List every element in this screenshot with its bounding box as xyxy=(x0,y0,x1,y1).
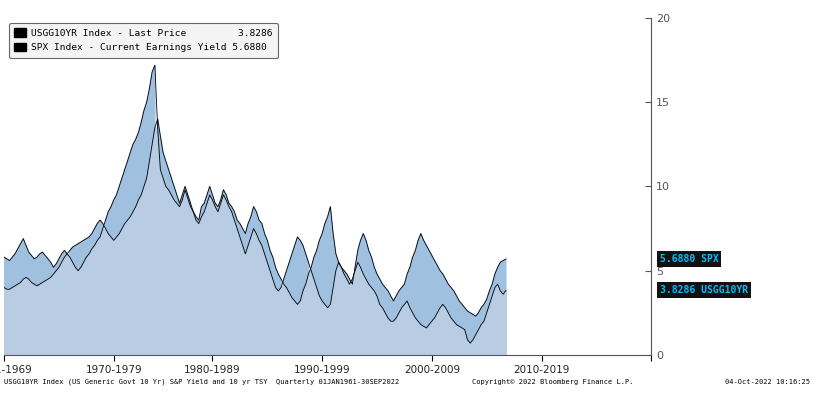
Legend: USGG10YR Index - Last Price         3.8286, SPX Index - Current Earnings Yield 5: USGG10YR Index - Last Price 3.8286, SPX … xyxy=(9,23,278,58)
Text: Copyright© 2022 Bloomberg Finance L.P.: Copyright© 2022 Bloomberg Finance L.P. xyxy=(472,379,633,385)
Text: USGG10YR Index (US Generic Govt 10 Yr) S&P Yield and 10 yr TSY  Quarterly 01JAN1: USGG10YR Index (US Generic Govt 10 Yr) S… xyxy=(4,379,400,385)
Text: 5.6880 SPX: 5.6880 SPX xyxy=(659,254,718,264)
Text: 3.8286 USGG10YR: 3.8286 USGG10YR xyxy=(659,286,747,296)
Text: 04-Oct-2022 10:16:25: 04-Oct-2022 10:16:25 xyxy=(725,379,810,385)
